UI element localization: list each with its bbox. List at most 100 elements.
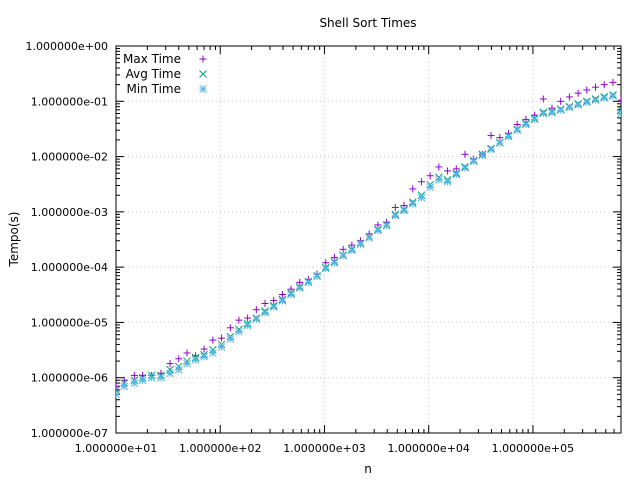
data-point-max-time bbox=[565, 93, 573, 101]
data-point-min-time bbox=[539, 109, 548, 118]
data-point-min-time bbox=[120, 382, 129, 391]
data-point-max-time bbox=[200, 345, 208, 353]
legend-label: Min Time bbox=[127, 82, 181, 96]
data-point-min-time bbox=[417, 193, 426, 202]
data-point-max-time bbox=[391, 203, 399, 211]
chart-title: Shell Sort Times bbox=[319, 16, 416, 30]
data-point-max-time bbox=[444, 167, 452, 175]
data-point-min-time bbox=[461, 164, 469, 172]
data-point-max-time bbox=[130, 371, 138, 379]
y-tick-label: 1.000000e-03 bbox=[31, 206, 108, 219]
data-point-min-time bbox=[200, 352, 208, 361]
plot-area bbox=[116, 78, 621, 399]
legend-label: Avg Time bbox=[126, 67, 181, 81]
data-point-max-time bbox=[226, 324, 234, 332]
data-point-min-time bbox=[130, 379, 139, 387]
plot-frame bbox=[115, 45, 622, 434]
data-point-min-time bbox=[522, 120, 530, 129]
data-point-min-time bbox=[330, 258, 339, 267]
data-point-min-time bbox=[321, 264, 330, 273]
data-point-min-time bbox=[278, 297, 287, 305]
data-point-min-time bbox=[287, 290, 295, 299]
data-point-min-time bbox=[565, 103, 574, 112]
legend-marker bbox=[199, 70, 207, 78]
y-tick-label: 1.000000e-04 bbox=[31, 261, 108, 274]
data-point-min-time bbox=[408, 199, 417, 208]
data-point-min-time bbox=[356, 240, 365, 249]
data-point-min-time bbox=[269, 303, 278, 311]
data-point-max-time bbox=[322, 259, 330, 267]
x-tick-label: 1.000000e+04 bbox=[387, 442, 469, 455]
data-point-min-time bbox=[391, 211, 400, 220]
data-point-min-time bbox=[548, 108, 556, 117]
data-point-min-time bbox=[347, 246, 356, 255]
data-point-max-time bbox=[600, 81, 608, 89]
data-point-min-time bbox=[513, 126, 522, 135]
data-point-min-time bbox=[243, 321, 252, 330]
data-point-min-time bbox=[365, 233, 374, 242]
legend-label: Max Time bbox=[123, 52, 181, 66]
data-point-min-time bbox=[313, 272, 321, 281]
data-point-max-time bbox=[539, 95, 547, 103]
data-point-max-time bbox=[417, 178, 425, 186]
data-point-max-time bbox=[339, 245, 347, 253]
data-point-min-time bbox=[183, 359, 191, 368]
data-point-min-time bbox=[574, 101, 582, 109]
data-point-min-time bbox=[166, 369, 174, 378]
data-point-min-time bbox=[443, 177, 452, 186]
data-point-min-time bbox=[209, 349, 217, 357]
x-tick-label: 1.000000e+03 bbox=[283, 442, 365, 455]
y-tick-label: 1.000000e+00 bbox=[26, 40, 108, 53]
data-point-max-time bbox=[557, 97, 565, 105]
data-point-min-time bbox=[304, 278, 313, 287]
data-point-max-time bbox=[209, 336, 217, 344]
data-point-min-time bbox=[382, 221, 391, 230]
data-point-max-time bbox=[592, 83, 600, 91]
legend-marker bbox=[199, 55, 207, 63]
data-point-min-time bbox=[504, 132, 513, 141]
data-point-min-time bbox=[400, 206, 408, 215]
data-point-min-time bbox=[339, 252, 347, 260]
data-point-max-time bbox=[583, 86, 591, 94]
data-point-min-time bbox=[469, 157, 478, 166]
y-tick-label: 1.000000e-07 bbox=[31, 427, 108, 440]
data-point-max-time bbox=[116, 382, 120, 390]
data-point-min-time bbox=[600, 94, 609, 102]
data-point-max-time bbox=[435, 163, 443, 171]
data-point-max-time bbox=[183, 349, 191, 357]
y-tick-label: 1.000000e-01 bbox=[31, 95, 108, 108]
data-point-min-time bbox=[452, 170, 461, 179]
data-point-avg-time bbox=[166, 365, 174, 374]
data-point-min-time bbox=[487, 145, 495, 154]
data-point-min-time bbox=[374, 226, 382, 235]
y-tick-label: 1.000000e-05 bbox=[31, 316, 108, 329]
data-point-min-time bbox=[617, 109, 621, 118]
data-point-max-time bbox=[252, 306, 260, 314]
data-point-max-time bbox=[409, 185, 417, 193]
x-tick-label: 1.000000e+05 bbox=[492, 442, 574, 455]
data-point-min-time bbox=[295, 284, 304, 292]
data-point-min-time bbox=[174, 365, 183, 374]
data-point-max-time bbox=[487, 132, 495, 140]
data-point-max-time bbox=[235, 316, 243, 324]
data-point-max-time bbox=[574, 89, 582, 97]
data-point-max-time bbox=[278, 291, 286, 299]
data-point-min-time bbox=[261, 308, 269, 317]
data-point-min-time bbox=[191, 356, 200, 364]
data-point-min-time bbox=[609, 92, 617, 100]
legend-marker bbox=[199, 85, 207, 93]
data-point-min-time bbox=[157, 373, 165, 382]
data-point-min-time bbox=[435, 175, 443, 184]
data-point-min-time bbox=[426, 183, 435, 191]
axes: 1.000000e+01 1.000000e+02 1.000000e+03 1.00… bbox=[26, 40, 622, 455]
x-axis-label: n bbox=[364, 462, 372, 476]
data-point-min-time bbox=[235, 327, 243, 336]
y-tick-label: 1.000000e-06 bbox=[31, 372, 108, 385]
data-point-min-time bbox=[478, 151, 487, 160]
y-axis-label: Tempo(s) bbox=[7, 212, 21, 268]
data-point-min-time bbox=[116, 390, 120, 399]
